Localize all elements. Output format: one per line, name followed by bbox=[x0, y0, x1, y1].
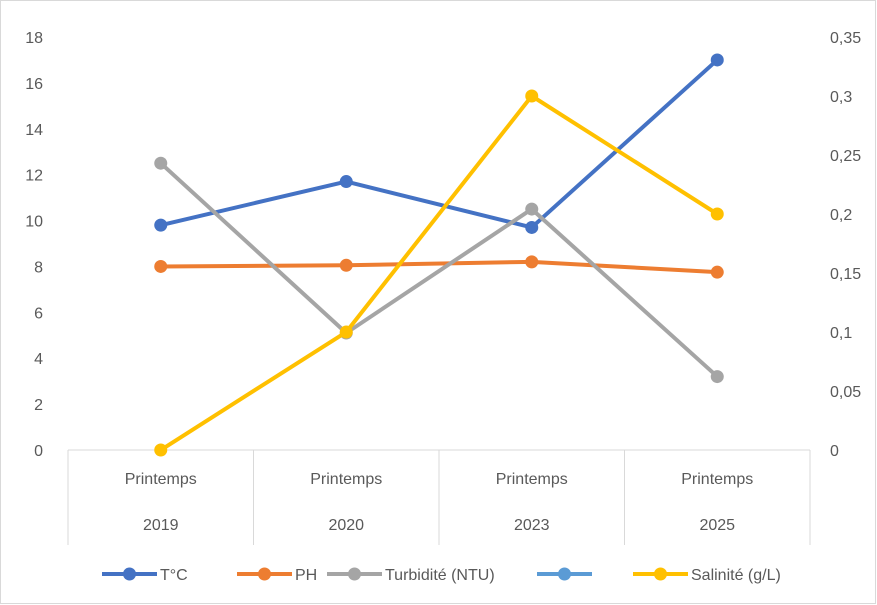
data-point-t-c bbox=[710, 53, 724, 67]
data-point-turbidit-ntu bbox=[154, 156, 168, 170]
legend-point-marker bbox=[654, 567, 667, 581]
data-point-ph bbox=[339, 258, 353, 272]
y-left-tick-label: 0 bbox=[34, 443, 43, 460]
series-line-turbidit-ntu bbox=[158, 161, 720, 379]
y-left-tick-label: 18 bbox=[25, 30, 43, 47]
data-point-ph bbox=[154, 259, 168, 273]
y-right-tick-label: 0 bbox=[830, 443, 839, 460]
x-tick-label-year: 2020 bbox=[328, 517, 364, 534]
data-point-turbidit-ntu bbox=[710, 370, 724, 384]
legend-point-marker bbox=[123, 567, 136, 581]
legend: T°C PH Turbidité (NTU) Salinité (g/L) bbox=[102, 567, 781, 584]
data-point-ph bbox=[710, 265, 724, 279]
series-line-salinit-g-l bbox=[158, 94, 720, 452]
legend-point-marker bbox=[348, 567, 361, 581]
data-point-t-c bbox=[339, 175, 353, 189]
data-point-t-c bbox=[154, 218, 168, 232]
y-right-tick-label: 0,25 bbox=[830, 148, 861, 165]
series-line-ph bbox=[158, 259, 720, 275]
y-right-tick-label: 0,35 bbox=[830, 30, 861, 47]
data-point-salinit-g-l bbox=[710, 207, 724, 221]
y-left-tick-label: 10 bbox=[25, 214, 43, 231]
y-right-tick-label: 0,15 bbox=[830, 266, 861, 283]
x-tick-label-season: Printemps bbox=[496, 471, 568, 488]
series-line-t-c bbox=[158, 57, 720, 230]
legend-entry-label: Salinité (g/L) bbox=[691, 567, 781, 584]
legend-point-marker bbox=[558, 567, 571, 581]
axes-layer: 0 2 4 6 8 10 12 14 16 18 0 0,05 0,1 0,15 0,2 0,25 0,3 0,3… bbox=[25, 30, 861, 545]
legend-entry-label: PH bbox=[295, 567, 317, 584]
x-tick-label-season: Printemps bbox=[125, 471, 197, 488]
y-right-tick-label: 0,3 bbox=[830, 89, 852, 106]
series-layer bbox=[154, 53, 724, 457]
y-left-tick-label: 2 bbox=[34, 397, 43, 414]
y-left-tick-label: 16 bbox=[25, 76, 43, 93]
x-tick-label-year: 2023 bbox=[514, 517, 550, 534]
x-tick-label-year: 2019 bbox=[143, 517, 179, 534]
y-left-tick-label: 8 bbox=[34, 259, 43, 276]
legend-entry-label: T°C bbox=[160, 567, 188, 584]
x-tick-label-year: 2025 bbox=[699, 517, 735, 534]
legend-entry-label: Turbidité (NTU) bbox=[385, 567, 495, 584]
legend-point-marker bbox=[258, 567, 271, 581]
data-point-ph bbox=[525, 255, 539, 269]
y-right-tick-label: 0,05 bbox=[830, 384, 861, 401]
data-point-salinit-g-l bbox=[154, 443, 168, 457]
x-tick-label-season: Printemps bbox=[310, 471, 382, 488]
y-right-tick-label: 0,1 bbox=[830, 325, 852, 342]
y-left-tick-label: 4 bbox=[34, 351, 43, 368]
data-point-salinit-g-l bbox=[339, 325, 353, 339]
data-point-salinit-g-l bbox=[525, 89, 539, 103]
x-tick-label-season: Printemps bbox=[681, 471, 753, 488]
y-right-tick-label: 0,2 bbox=[830, 207, 852, 224]
data-point-turbidit-ntu bbox=[525, 202, 539, 216]
y-left-tick-label: 12 bbox=[25, 168, 43, 185]
y-left-tick-label: 6 bbox=[34, 305, 43, 322]
y-left-tick-label: 14 bbox=[25, 122, 43, 139]
data-point-t-c bbox=[525, 220, 539, 234]
